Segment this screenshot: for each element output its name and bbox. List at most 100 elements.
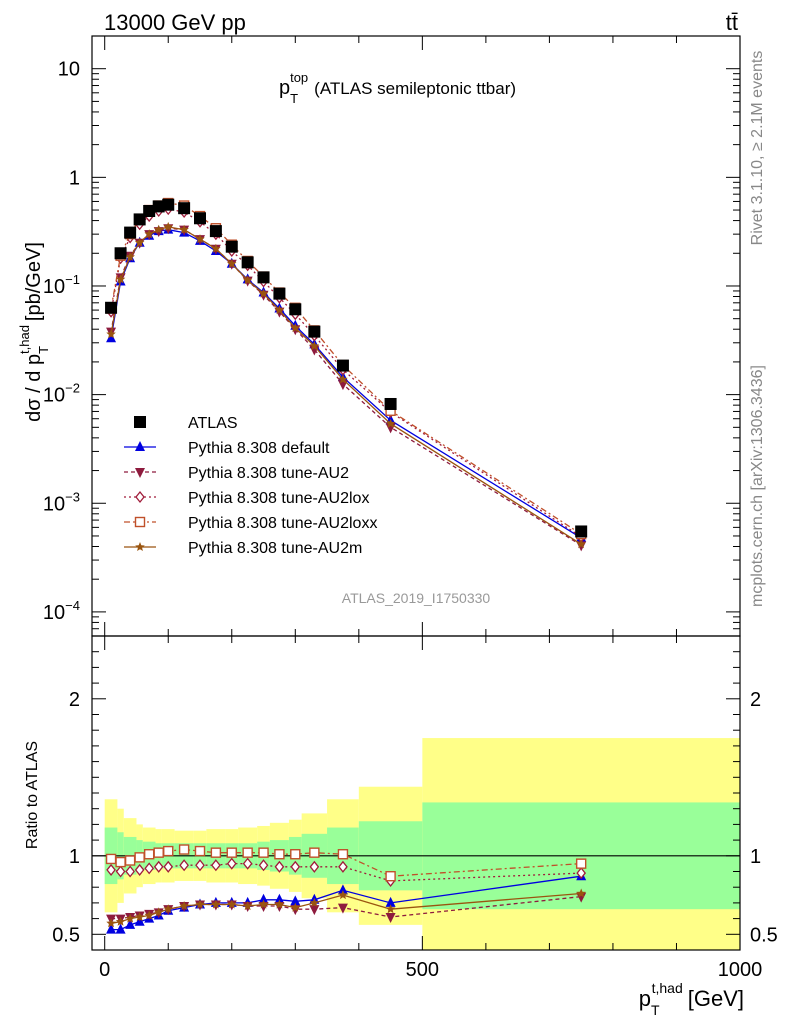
header-energy-label: 13000 GeV pp <box>104 10 246 35</box>
data-point <box>115 923 126 934</box>
analysis-watermark: ATLAS_2019_I1750330 <box>342 590 491 606</box>
y-tick-label: 10 <box>58 59 80 81</box>
data-point <box>242 857 253 870</box>
rivet-version-label: Rivet 3.1.10, ≥ 2.1M events <box>749 51 766 246</box>
data-point <box>162 198 175 211</box>
data-point <box>385 418 396 428</box>
data-point <box>179 901 189 911</box>
legend-marker <box>135 441 145 451</box>
ratio-panel-axes: 0.5 0.5 1 1 2 2 0 500 1000 <box>52 635 778 981</box>
data-point <box>575 858 587 869</box>
data-point <box>115 865 126 878</box>
legend-entry-pythia-8-308-tune-au2m: Pythia 8.308 tune-AU2m <box>124 540 362 557</box>
data-point <box>385 904 396 914</box>
legend-label: Pythia 8.308 tune-AU2loxx <box>188 515 377 532</box>
data-point <box>241 256 254 269</box>
data-point <box>274 305 285 315</box>
main-series-pythia-8-308-tune-au2m <box>106 221 586 549</box>
ratio-y-tick-label-right: 1 <box>750 846 761 868</box>
data-point <box>258 288 269 298</box>
ratio-series-pythia-8-308-tune-au2m <box>106 888 586 928</box>
data-point <box>576 892 587 903</box>
data-point <box>195 899 205 909</box>
legend-label: Pythia 8.308 default <box>188 440 330 457</box>
data-point <box>143 849 155 860</box>
data-point <box>153 847 164 858</box>
data-point <box>338 890 348 900</box>
data-point <box>290 895 301 906</box>
data-point <box>106 918 116 928</box>
data-point <box>211 859 221 872</box>
data-point <box>336 359 349 372</box>
ratio-y-tick-label-left: 1 <box>69 846 80 868</box>
legend-marker <box>135 542 145 551</box>
main-panel-axes: 10−4 10−3 10−2 10−1 1 10 <box>43 35 741 637</box>
ratio-y-axis-label: Ratio to ATLAS <box>24 741 41 849</box>
main-panel-series <box>105 197 588 552</box>
data-point <box>242 275 253 285</box>
legend-label: Pythia 8.308 tune-AU2m <box>188 540 362 557</box>
data-point <box>105 301 118 314</box>
data-point <box>134 237 145 247</box>
data-point <box>115 856 126 868</box>
legend-marker <box>134 516 146 528</box>
y-tick-label: 10−3 <box>43 489 80 515</box>
data-point <box>154 907 164 917</box>
data-point <box>338 860 348 873</box>
data-point <box>125 252 135 261</box>
data-point <box>178 844 190 855</box>
header-process-label: tt̄ <box>726 10 738 35</box>
data-point <box>125 913 135 923</box>
data-point <box>194 212 206 225</box>
data-point <box>143 204 156 217</box>
data-point <box>225 240 238 253</box>
data-point <box>163 845 174 857</box>
x-tick-label: 500 <box>406 959 439 981</box>
data-point <box>227 899 237 909</box>
data-point <box>144 910 154 920</box>
data-point <box>385 871 396 882</box>
legend-marker <box>135 490 145 504</box>
legend-label: Pythia 8.308 tune-AU2lox <box>188 490 369 507</box>
data-point <box>290 860 301 873</box>
data-point <box>309 897 320 907</box>
data-point <box>575 525 588 538</box>
y-tick-label: 10−4 <box>43 598 80 624</box>
legend-entry-pythia-8-308-default: Pythia 8.308 default <box>124 440 330 457</box>
legend-entry-pythia-8-308-tune-au2lox: Pythia 8.308 tune-AU2lox <box>124 490 369 507</box>
data-point <box>337 903 348 914</box>
data-point <box>115 916 126 926</box>
data-point <box>274 860 285 873</box>
data-point <box>179 224 189 234</box>
data-point <box>211 243 221 253</box>
y-tick-label: 10−1 <box>43 272 80 298</box>
data-point <box>289 303 302 316</box>
data-point <box>338 374 348 384</box>
x-tick-label: 1000 <box>718 959 763 981</box>
data-point <box>125 918 136 929</box>
data-point <box>179 859 189 872</box>
data-point <box>576 539 586 549</box>
data-point <box>163 904 173 914</box>
data-point <box>290 849 301 860</box>
data-point <box>337 849 349 860</box>
data-point <box>576 867 587 880</box>
data-point <box>385 896 396 907</box>
data-point <box>308 325 321 338</box>
data-point <box>163 860 174 873</box>
main-series-atlas <box>105 198 588 538</box>
data-point <box>226 847 237 858</box>
data-point <box>154 224 164 234</box>
y-tick-label: 1 <box>69 167 80 189</box>
data-point <box>258 899 269 909</box>
data-point <box>105 853 117 865</box>
data-point <box>258 859 269 872</box>
data-point <box>227 258 237 268</box>
data-point <box>124 855 136 866</box>
data-point <box>106 863 116 876</box>
ratio-y-tick-label-right: 0.5 <box>750 924 778 946</box>
data-point <box>309 905 320 916</box>
data-point <box>134 852 145 863</box>
data-point <box>144 229 154 239</box>
